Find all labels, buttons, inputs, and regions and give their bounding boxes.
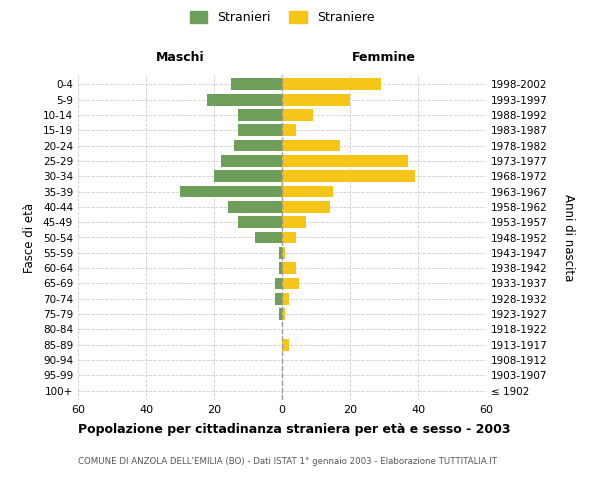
Bar	[282, 155, 408, 167]
Legend: Stranieri, Straniere: Stranieri, Straniere	[187, 8, 377, 26]
Bar	[275, 278, 282, 289]
Bar	[282, 216, 306, 228]
Bar	[227, 201, 282, 213]
Text: Maschi: Maschi	[155, 51, 205, 64]
Text: Popolazione per cittadinanza straniera per età e sesso - 2003: Popolazione per cittadinanza straniera p…	[78, 422, 511, 436]
Y-axis label: Fasce di età: Fasce di età	[23, 202, 36, 272]
Bar	[180, 186, 282, 198]
Bar	[282, 308, 286, 320]
Bar	[278, 262, 282, 274]
Bar	[238, 216, 282, 228]
Bar	[282, 339, 289, 351]
Text: Femmine: Femmine	[352, 51, 416, 64]
Bar	[275, 293, 282, 305]
Bar	[282, 201, 329, 213]
Bar	[282, 262, 296, 274]
Bar	[282, 78, 380, 90]
Bar	[282, 232, 296, 243]
Bar	[278, 247, 282, 259]
Bar	[282, 278, 299, 289]
Bar	[235, 140, 282, 151]
Bar	[214, 170, 282, 182]
Bar	[282, 170, 415, 182]
Bar	[282, 247, 286, 259]
Bar	[238, 109, 282, 121]
Bar	[231, 78, 282, 90]
Bar	[282, 109, 313, 121]
Bar	[238, 124, 282, 136]
Bar	[278, 308, 282, 320]
Bar	[282, 94, 350, 106]
Bar	[282, 140, 340, 151]
Bar	[207, 94, 282, 106]
Bar	[221, 155, 282, 167]
Y-axis label: Anni di nascita: Anni di nascita	[562, 194, 575, 281]
Bar	[255, 232, 282, 243]
Text: COMUNE DI ANZOLA DELL'EMILIA (BO) - Dati ISTAT 1° gennaio 2003 - Elaborazione TU: COMUNE DI ANZOLA DELL'EMILIA (BO) - Dati…	[78, 458, 497, 466]
Bar	[282, 124, 296, 136]
Bar	[282, 186, 333, 198]
Bar	[282, 293, 289, 305]
